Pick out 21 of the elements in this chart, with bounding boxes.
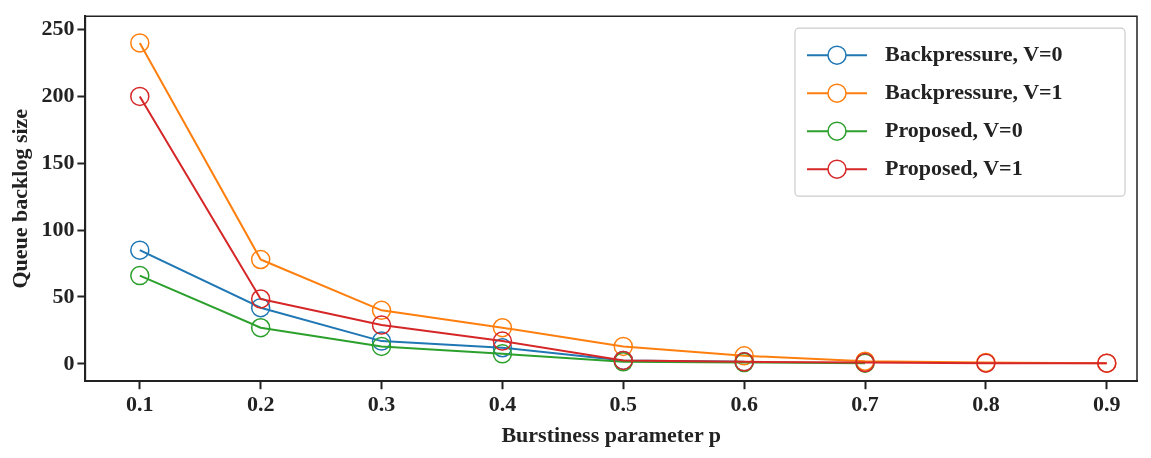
legend-label: Backpressure, V=0: [885, 40, 1063, 66]
legend-label: Proposed, V=0: [885, 116, 1023, 142]
x-tick-label: 0.4: [488, 391, 517, 417]
x-tick-label: 0.3: [367, 391, 396, 417]
x-axis-title: Burstiness parameter p: [501, 422, 721, 448]
y-tick-label: 250: [41, 15, 75, 41]
x-tick-label: 0.6: [730, 391, 758, 417]
x-tick-label: 0.8: [972, 391, 1000, 417]
x-tick-label: 0.9: [1093, 391, 1121, 417]
x-tick-label: 0.5: [609, 391, 638, 417]
legend-label: Backpressure, V=1: [885, 78, 1063, 104]
x-tick-label: 0.2: [246, 391, 275, 417]
y-axis-title: Queue backlog size: [6, 108, 32, 289]
x-tick-label: 0.7: [851, 391, 879, 417]
y-tick-label: 100: [41, 215, 75, 241]
y-tick-label: 0: [63, 349, 75, 375]
y-tick-label: 200: [41, 82, 75, 108]
x-tick-label: 0.1: [126, 391, 154, 417]
y-tick-label: 50: [52, 282, 75, 308]
legend-label: Proposed, V=1: [885, 154, 1023, 180]
y-tick-label: 150: [41, 148, 75, 174]
